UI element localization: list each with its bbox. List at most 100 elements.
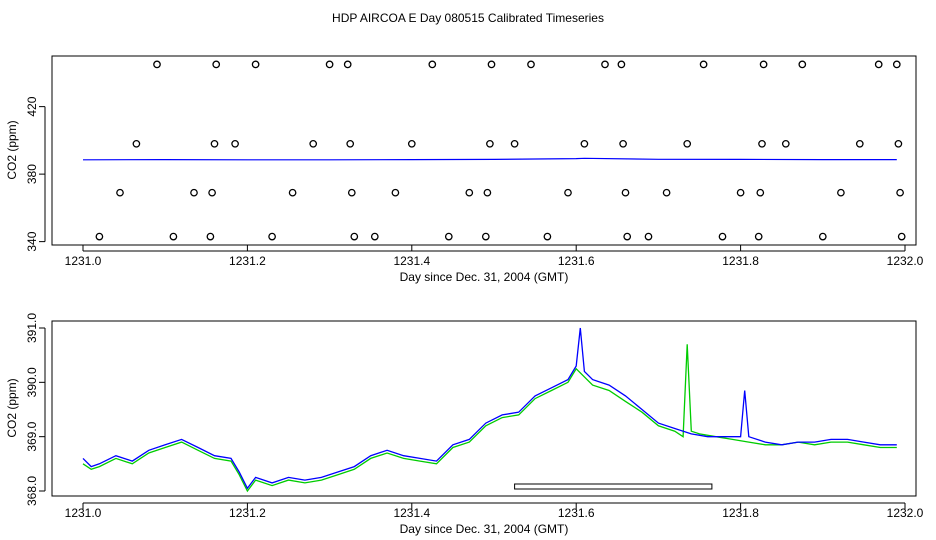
bottom-y-tick-label: 369.0 [25, 421, 39, 451]
top-data-point [621, 188, 630, 197]
top-points-group [95, 60, 906, 241]
top-data-point [428, 60, 437, 69]
bottom-series-line [82, 344, 897, 493]
bottom-y-axis-label: CO2 (ppm) [5, 378, 19, 437]
top-data-point [251, 60, 260, 69]
top-series-line [82, 157, 897, 161]
top-data-point [483, 188, 492, 197]
bottom-y-tick-label: 368.0 [25, 476, 39, 506]
top-data-point [116, 188, 124, 197]
top-data-point [208, 188, 216, 197]
top-data-point [212, 60, 221, 69]
bottom-x-axis: 1231.0 1231.2 1231.4 1231.6 1231.8 1232.0 [65, 502, 924, 520]
top-data-point [756, 188, 765, 197]
top-data-point [837, 188, 845, 197]
top-data-point [169, 232, 178, 241]
top-data-point [564, 188, 572, 197]
top-data-point [623, 232, 632, 241]
bottom-x-tick-label: 1231.4 [393, 506, 430, 520]
top-panel: 340 380 420 1231.0 1231.2 1231.4 1231.6 1231.8… [5, 55, 924, 284]
top-data-point [288, 188, 297, 197]
bottom-annotation-bar [514, 483, 713, 490]
top-data-point [268, 232, 276, 241]
top-y-axis-label: CO2 (ppm) [5, 120, 19, 179]
bottom-y-tick-label: 390.0 [25, 367, 39, 397]
top-data-point [855, 139, 864, 148]
top-data-point [683, 139, 692, 148]
top-data-point [370, 232, 379, 241]
top-data-point [699, 60, 708, 69]
top-data-point [481, 232, 490, 241]
top-data-point [781, 139, 790, 148]
top-data-point [662, 188, 671, 197]
top-y-tick-label: 340 [25, 231, 39, 251]
bottom-x-axis-label: Day since Dec. 31, 2004 (GMT) [400, 522, 569, 536]
top-data-point [210, 139, 219, 148]
top-x-axis: 1231.0 1231.2 1231.4 1231.6 1231.8 1232.0 [65, 245, 924, 268]
bottom-series-line [82, 327, 897, 490]
top-data-point [897, 232, 906, 241]
top-x-tick-label: 1231.2 [229, 254, 266, 268]
top-x-tick-label: 1231.6 [558, 254, 595, 268]
top-data-point [95, 232, 104, 241]
top-data-point [465, 188, 474, 197]
top-x-tick-label: 1231.4 [393, 254, 430, 268]
top-data-point [543, 232, 552, 241]
top-data-point [510, 139, 519, 148]
top-data-point [894, 139, 903, 148]
top-data-point [619, 139, 627, 148]
top-x-tick-label: 1231.8 [722, 254, 759, 268]
bottom-x-tick-label: 1231.6 [558, 506, 595, 520]
top-data-point [527, 60, 535, 69]
top-y-axis: 340 380 420 [25, 96, 46, 252]
top-data-point [231, 139, 239, 148]
top-data-point [601, 60, 609, 69]
bottom-y-tick-label: 391.0 [25, 313, 39, 343]
bottom-x-tick-label: 1232.0 [887, 506, 924, 520]
top-data-point [798, 60, 807, 69]
top-y-tick-label: 420 [25, 96, 39, 116]
top-plot-frame [51, 55, 917, 246]
bottom-x-tick-label: 1231.8 [722, 506, 759, 520]
top-data-point [896, 188, 904, 197]
top-data-point [617, 60, 626, 69]
top-data-point [350, 232, 359, 241]
top-data-point [758, 139, 766, 148]
top-x-tick-label: 1232.0 [887, 254, 924, 268]
top-data-point [132, 139, 141, 148]
top-data-point [644, 232, 653, 241]
top-x-tick-label: 1231.0 [65, 254, 102, 268]
bottom-x-tick-label: 1231.2 [229, 506, 266, 520]
bottom-series-group [82, 327, 897, 493]
top-data-point [206, 232, 215, 241]
top-data-point [407, 139, 416, 148]
top-series-group [82, 157, 897, 161]
top-data-point [190, 188, 198, 197]
bottom-x-tick-label: 1231.0 [65, 506, 102, 520]
top-data-point [818, 232, 827, 241]
top-data-point [718, 232, 727, 241]
top-data-point [736, 188, 745, 197]
top-data-point [309, 139, 318, 148]
top-data-point [759, 60, 768, 69]
bottom-plot-frame [51, 320, 917, 497]
top-data-point [444, 232, 453, 241]
top-data-point [874, 60, 883, 69]
chart-title: HDP AIRCOA E Day 080515 Calibrated Times… [332, 11, 604, 25]
top-data-point [153, 60, 161, 69]
top-data-point [347, 188, 356, 197]
top-data-point [580, 139, 589, 148]
top-data-point [486, 139, 494, 148]
top-data-point [892, 60, 901, 69]
top-data-point [754, 232, 763, 241]
top-data-point [391, 188, 400, 197]
top-data-point [343, 60, 352, 69]
top-data-point [325, 60, 334, 69]
top-data-point [487, 60, 496, 69]
top-x-axis-label: Day since Dec. 31, 2004 (GMT) [400, 270, 569, 284]
top-data-point [346, 139, 355, 148]
top-y-tick-label: 380 [25, 164, 39, 184]
bottom-y-axis: 368.0 369.0 390.0 391.0 [25, 313, 46, 506]
